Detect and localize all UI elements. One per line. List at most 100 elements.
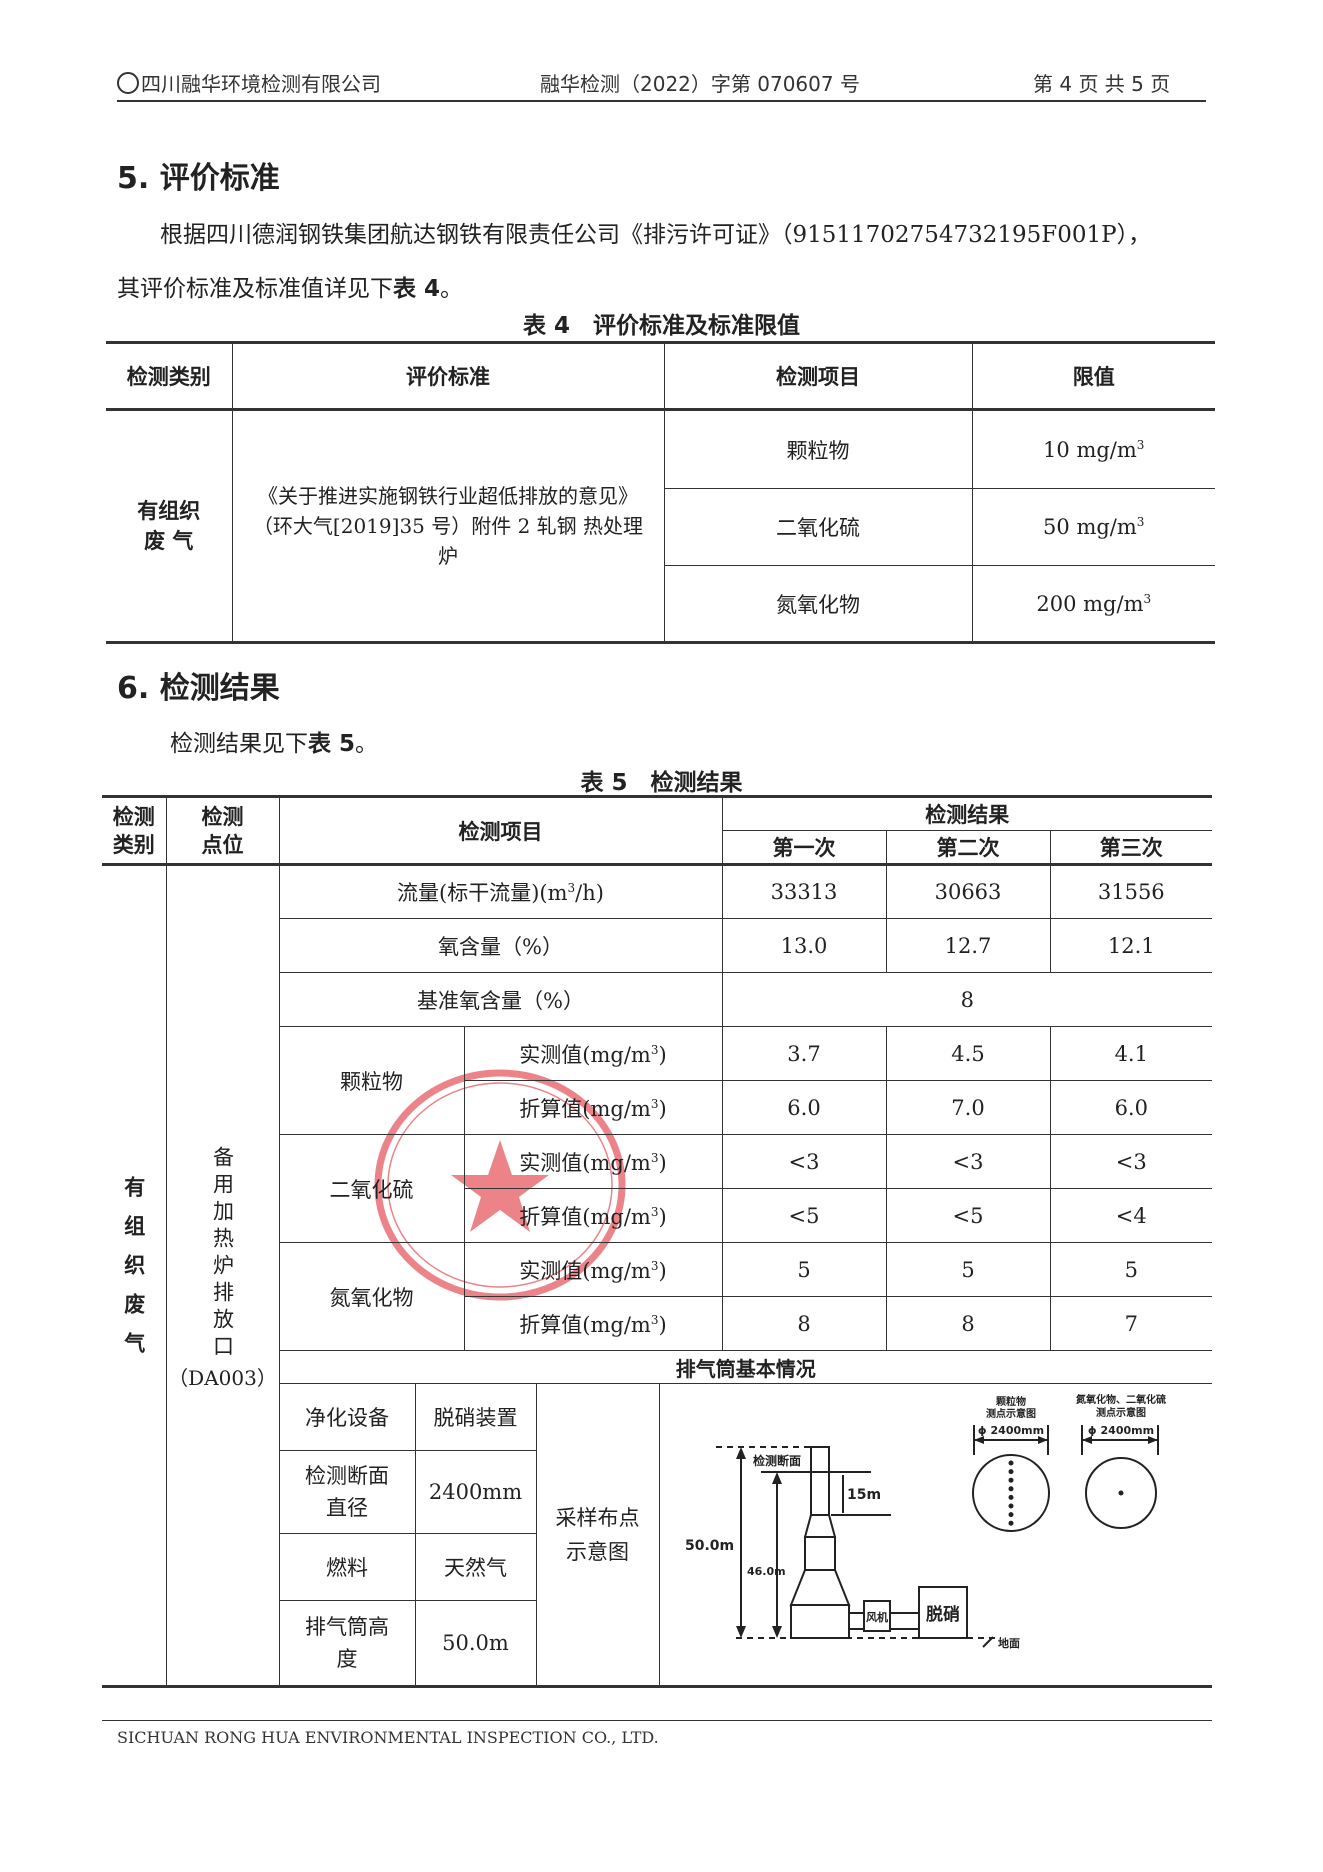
table-4: 检测类别 评价标准 检测项目 限值 有组织 废 气 《关于推进实施钢铁行业超低排… [106,341,1215,644]
t5-ref-oxygen-label: 基准氧含量（%） [278,972,723,1027]
t5-cell: <3 [721,1134,887,1189]
gas-caption: 测点示意图 [1096,1406,1146,1419]
denox-box [917,1585,968,1639]
gas-section-circle [1084,1456,1157,1529]
t5-measured-label: 实测值(mg/m3) [463,1026,723,1081]
diagram-section-label: 检测断面 [753,1453,801,1468]
t4-item: 氮氧化物 [663,565,973,644]
t4-item: 二氧化硫 [663,488,973,566]
gas-diameter-label: ϕ 2400mm [1088,1424,1154,1437]
t5-measured-label: 实测值(mg/m3) [463,1242,723,1297]
t5-cell: 5 [1049,1242,1213,1297]
section-6-paragraph: 检测结果见下表 5。 [170,731,379,757]
t5-header-item: 检测项目 [278,795,723,866]
pm-caption: 测点示意图 [986,1407,1036,1420]
t5-header-results: 检测结果 [721,795,1213,831]
section-6-title: 6. 检测结果 [117,671,280,706]
company-name: 四川融华环境检测有限公司 [117,68,381,97]
t4-header-standard: 评价标准 [231,341,665,411]
t5-cell: 30663 [885,864,1051,919]
t5-ref-oxygen-value: 8 [721,972,1213,1027]
t5-pollutant: 二氧化硫 [278,1134,465,1243]
pm-caption: 颗粒物 [996,1395,1026,1408]
stack-diagram-svg: 检测断面 15m 50.0m 46.0m 风机 脱硝 地面 颗粒物 测点示意图 … [685,1393,1166,1650]
t5-cell: 4.5 [885,1026,1051,1081]
t5-header-run-3: 第三次 [1049,830,1213,866]
diagram-50m-label: 50.0m [685,1538,734,1554]
t5-stack-value: 脱硝装置 [414,1383,537,1451]
t5-header-run-1: 第一次 [721,830,887,866]
t5-converted-label: 折算值(mg/m3) [463,1080,723,1135]
t5-measured-label: 实测值(mg/m3) [463,1134,723,1189]
company-logo-icon [117,72,139,94]
t5-cell: <4 [1049,1188,1213,1243]
t5-cell: 7.0 [885,1080,1051,1135]
t5-point: 备用加热炉排放口 （DA003） [165,864,280,1688]
t5-oxygen-label: 氧含量（%） [278,918,723,973]
pm-sampling-point [1008,1485,1014,1491]
pm-section-circle [971,1453,1050,1532]
t5-cell: 12.7 [885,918,1051,973]
t4-limit: 200 mg/m3 [971,565,1215,644]
pm-diameter-label: ϕ 2400mm [978,1424,1044,1437]
report-number: 融华检测（2022）字第 070607 号 [540,72,860,96]
t5-converted-label: 折算值(mg/m3) [463,1296,723,1351]
gas-caption: 氮氧化物、二氧化硫 [1076,1393,1166,1406]
t5-cell: 33313 [721,864,887,919]
t5-cell: <5 [721,1188,887,1243]
t5-cell: <3 [1049,1134,1213,1189]
t5-cell: <3 [885,1134,1051,1189]
t5-stack-value: 天然气 [414,1533,537,1601]
t5-cell: 6.0 [721,1080,887,1135]
t4-header-item: 检测项目 [663,341,973,411]
t5-stack-label: 净化设备 [278,1383,416,1451]
t5-pollutant: 氮氧化物 [278,1242,465,1351]
t5-stack-value: 50.0m [414,1600,537,1688]
table-4-title: 表 4 评价标准及标准限值 [522,313,800,339]
diagram-46m-label: 46.0m [747,1565,786,1578]
t4-limit: 50 mg/m3 [971,488,1215,566]
t5-flow-label: 流量(标干流量)(m3/h) [278,864,723,919]
page-indicator: 第 4 页 共 5 页 [1033,72,1171,96]
diagram-15m-label: 15m [847,1487,881,1503]
header-divider [117,100,1206,102]
diagram-denox-label: 脱硝 [926,1604,960,1625]
t5-cell: 12.1 [1049,918,1213,973]
t4-header-limit: 限值 [971,341,1215,411]
t5-converted-label: 折算值(mg/m3) [463,1188,723,1243]
t5-header-category: 检测类别 [102,795,167,866]
t5-stack-label: 检测断面直径 [278,1450,416,1534]
t5-cell: 3.7 [721,1026,887,1081]
t4-category: 有组织 废 气 [106,409,233,644]
t4-item: 颗粒物 [663,409,973,489]
t5-cell: 13.0 [721,918,887,973]
pm-sampling-point [1008,1520,1014,1526]
t5-cell: <5 [885,1188,1051,1243]
t5-stack-title: 排气筒基本情况 [278,1350,1213,1384]
table-5: 检测类别 检测点位 检测项目 检测结果 第一次 第二次 第三次 有组织废气 备用… [102,795,1213,1688]
t5-header-run-2: 第二次 [885,830,1051,866]
t5-pollutant: 颗粒物 [278,1026,465,1135]
sampling-diagram: 检测断面 15m 50.0m 46.0m 风机 脱硝 地面 颗粒物 测点示意图 … [658,1383,1213,1688]
t5-cell: 6.0 [1049,1080,1213,1135]
t4-header-category: 检测类别 [106,341,233,411]
t5-header-point: 检测点位 [165,795,280,866]
section-5-title: 5. 评价标准 [117,161,280,196]
footer-text: SICHUAN RONG HUA ENVIRONMENTAL INSPECTIO… [117,1728,659,1747]
t5-cell: 8 [885,1296,1051,1351]
pm-sampling-point [1008,1477,1014,1483]
t5-diagram-label: 采样布点示意图 [535,1383,660,1688]
t5-stack-label: 排气筒高度 [278,1600,416,1688]
table-5-title: 表 5 检测结果 [580,770,743,796]
t5-cell: 5 [721,1242,887,1297]
stack-top [809,1445,830,1516]
t5-stack-value: 2400mm [414,1450,537,1534]
section-5-paragraph-line1: 根据四川德润钢铁集团航达钢铁有限责任公司《排污许可证》（915117027547… [160,222,1152,248]
t5-category: 有组织废气 [102,864,167,1688]
t5-cell: 31556 [1049,864,1213,919]
t4-standard: 《关于推进实施钢铁行业超低排放的意见》（环大气[2019]35 号）附件 2 轧… [231,409,665,644]
diagram-ground-label: 地面 [998,1636,1020,1650]
pm-sampling-point [1008,1468,1014,1474]
t5-stack-label: 燃料 [278,1533,416,1601]
section-5-paragraph-line2: 其评价标准及标准值详见下表 4。 [117,276,464,302]
